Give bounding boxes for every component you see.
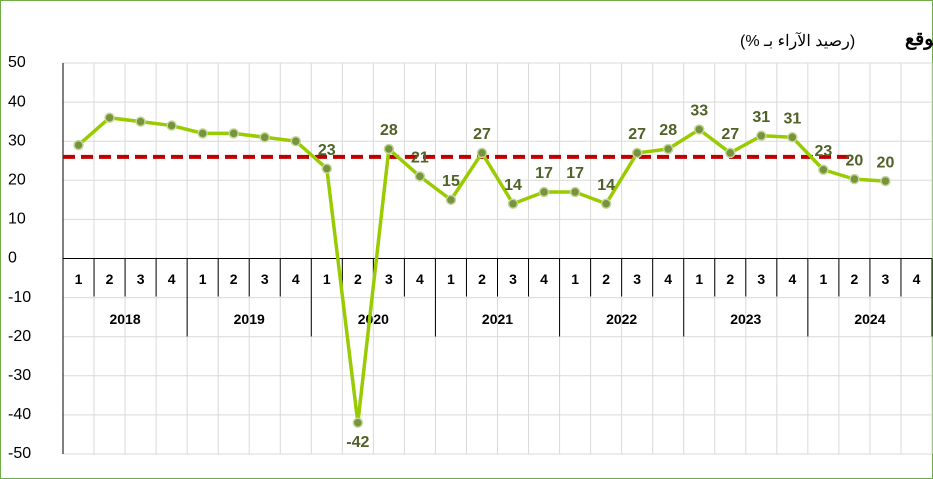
data-label: 27 [473,126,491,143]
x-tick-label: 3 [882,271,890,287]
x-tick-label: 3 [261,271,269,287]
data-label: 31 [752,109,770,126]
x-tick-label: 1 [199,271,207,287]
chart-title: المؤشر المتوقع [905,29,933,50]
y-tick-label: 30 [8,132,26,149]
marker [290,135,302,147]
x-tick-label: 4 [168,271,176,287]
marker [600,198,612,210]
year-label: 2024 [854,311,885,327]
year-label: 2018 [109,311,140,327]
data-label: 23 [318,142,336,159]
data-label: 17 [566,165,584,182]
data-label: 33 [690,103,708,120]
marker [662,143,674,155]
marker [538,186,550,198]
marker [228,128,239,139]
x-tick-label: 4 [540,271,548,287]
marker [569,186,581,198]
data-label: 20 [877,154,895,171]
data-label: 21 [411,150,429,167]
x-tick-label: 1 [75,271,83,287]
data-label: 20 [846,152,864,169]
y-tick-label: -10 [8,289,31,306]
x-tick-label: 4 [292,271,300,287]
marker [197,128,208,139]
y-tick-label: 0 [8,250,17,267]
data-label: 27 [721,126,739,143]
x-tick-label: 1 [571,271,579,287]
x-tick-label: 3 [509,271,517,287]
y-tick-label: 20 [8,172,26,189]
year-label: 2021 [482,311,513,327]
data-label: 27 [628,126,646,143]
x-tick-label: 2 [106,271,114,287]
marker [414,171,426,182]
data-label: 28 [380,122,398,139]
marker [445,194,457,206]
marker [693,124,705,135]
y-tick-label: -30 [8,367,31,384]
x-tick-label: 2 [851,271,859,287]
year-label: 2022 [606,311,637,327]
data-label: 15 [442,173,460,190]
x-tick-label: 2 [726,271,734,287]
x-tick-label: 4 [664,271,672,287]
marker [880,175,891,187]
marker [725,147,736,159]
data-label: 23 [814,143,832,160]
x-tick-label: 4 [788,271,796,287]
y-tick-label: 40 [8,93,26,110]
x-tick-label: 1 [695,271,703,287]
year-label: 2019 [234,311,265,327]
marker [507,198,519,210]
x-tick-label: 3 [633,271,641,287]
x-tick-label: 1 [447,271,455,287]
x-tick-label: 3 [385,271,393,287]
data-label: 31 [783,111,801,128]
data-label: 28 [659,122,677,139]
marker [352,417,364,428]
marker [756,130,767,141]
marker [321,163,333,174]
y-tick-label: -20 [8,328,31,345]
y-tick-label: -40 [8,406,31,423]
chart-subtitle: (رصيد الآراء بـ %) [740,32,855,50]
x-tick-label: 3 [137,271,145,287]
x-tick-label: 4 [913,271,921,287]
data-label: -42 [346,434,369,451]
y-tick-label: 10 [8,211,26,228]
data-label: 17 [535,165,553,182]
marker [135,116,146,127]
marker [73,139,84,151]
x-tick-label: 1 [819,271,827,287]
year-label: 2020 [358,311,389,327]
data-label: 14 [504,177,522,194]
x-tick-label: 2 [478,271,486,287]
marker [259,132,270,143]
marker [383,143,395,155]
marker [104,112,115,123]
x-tick-label: 3 [757,271,765,287]
y-tick-label: -50 [8,445,31,462]
x-tick-label: 4 [416,271,424,287]
marker [818,164,829,175]
year-label: 2023 [730,311,761,327]
marker [166,120,177,131]
marker [787,132,798,143]
x-tick-label: 2 [602,271,610,287]
data-label: 14 [597,177,615,194]
marker [631,147,643,159]
y-tick-label: 50 [8,54,26,71]
marker [849,173,860,185]
x-tick-label: 2 [354,271,362,287]
x-tick-label: 2 [230,271,238,287]
marker [476,147,488,159]
x-tick-label: 1 [323,271,331,287]
